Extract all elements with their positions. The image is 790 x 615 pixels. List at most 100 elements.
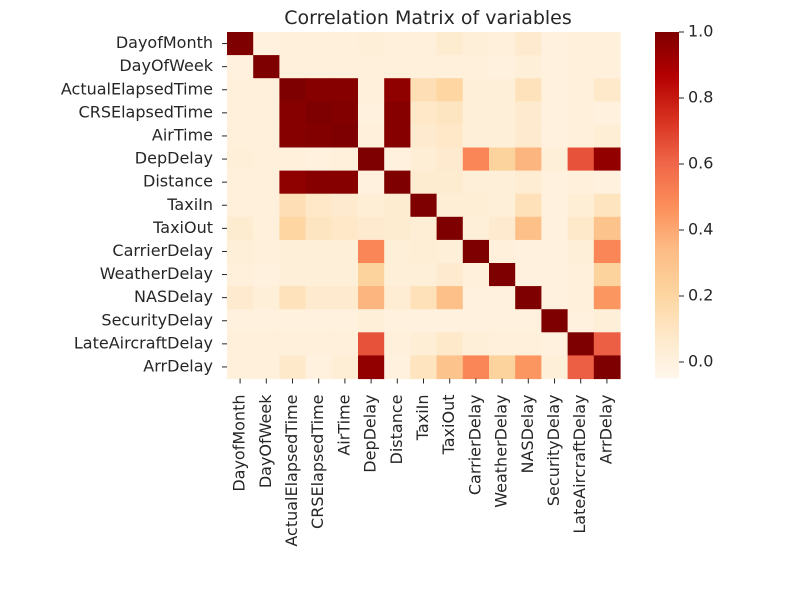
heatmap-cell-TaxiIn-DepDelay [358, 193, 385, 218]
heatmap-cell-NASDelay-DepDelay [358, 286, 385, 310]
heatmap-cell-ActualElapsedTime-DayofMonth [227, 78, 254, 102]
heatmap-cell-DayOfWeek-AirTime [331, 55, 359, 79]
heatmap-cell-ArrDelay-CRSElapsedTime [305, 355, 333, 380]
heatmap-cell-Distance-ArrDelay [593, 170, 621, 195]
heatmap-cell-DayofMonth-SecurityDelay [541, 32, 569, 56]
heatmap-cell-DepDelay-Distance [384, 147, 411, 172]
heatmap-cell-TaxiIn-Distance [384, 193, 411, 218]
y-tick-label: ArrDelay [143, 356, 213, 375]
heatmap-cell-DayOfWeek-DayOfWeek [253, 55, 280, 79]
heatmap-cell-TaxiIn-DayOfWeek [253, 193, 280, 218]
heatmap-cell-TaxiOut-ActualElapsedTime [279, 216, 307, 241]
colorbar-tick-label: 0.8 [688, 88, 713, 107]
heatmap-cell-ArrDelay-DayofMonth [227, 355, 254, 380]
heatmap-cell-TaxiIn-CRSElapsedTime [305, 193, 333, 218]
heatmap-cell-Distance-CRSElapsedTime [305, 170, 333, 195]
y-tick-label: AirTime [152, 125, 213, 144]
heatmap-cell-ArrDelay-ArrDelay [593, 355, 621, 380]
heatmap-cell-WeatherDelay-DepDelay [358, 263, 385, 287]
heatmap-cell-LateAircraftDelay-CRSElapsedTime [305, 332, 333, 356]
heatmap-cell-AirTime-ActualElapsedTime [279, 124, 307, 149]
y-tick-label: ActualElapsedTime [61, 79, 213, 98]
heatmap-cell-ArrDelay-TaxiIn [410, 355, 438, 380]
heatmap-cell-ArrDelay-AirTime [331, 355, 359, 380]
heatmap-cell-CarrierDelay-DayofMonth [227, 239, 254, 264]
x-tick-label: NASDelay [518, 395, 537, 474]
heatmap-cell-NASDelay-ActualElapsedTime [279, 286, 307, 310]
heatmap-cell-Distance-ActualElapsedTime [279, 170, 307, 195]
heatmap-cell-LateAircraftDelay-ArrDelay [593, 332, 621, 356]
y-tick-label: DayOfWeek [119, 56, 213, 75]
x-tick-label: LateAircraftDelay [570, 395, 589, 534]
heatmap-cell-TaxiOut-AirTime [331, 216, 359, 241]
heatmap-cell-ActualElapsedTime-ArrDelay [593, 78, 621, 102]
heatmap-cell-CarrierDelay-Distance [384, 239, 411, 264]
heatmap-cell-WeatherDelay-NASDelay [515, 263, 542, 287]
x-tick-label: DepDelay [361, 395, 380, 473]
heatmap-cell-AirTime-TaxiIn [410, 124, 438, 149]
heatmap-cell-ArrDelay-WeatherDelay [489, 355, 516, 380]
colorbar-ticks: 0.0 0.2 0.4 0.6 0.8 1.0 [679, 22, 713, 371]
heatmap-cell-DepDelay-SecurityDelay [541, 147, 569, 172]
y-tick-label: DepDelay [135, 149, 213, 168]
heatmap-cell-TaxiIn-AirTime [331, 193, 359, 218]
colorbar-gradient [655, 32, 679, 379]
heatmap-cell-NASDelay-ArrDelay [593, 286, 621, 310]
heatmap-cell-TaxiIn-TaxiIn [410, 193, 438, 218]
heatmap-cell-DayofMonth-Distance [384, 32, 411, 56]
heatmap-cells [227, 32, 621, 380]
heatmap-cell-DepDelay-ActualElapsedTime [279, 147, 307, 172]
x-tick-label: ActualElapsedTime [282, 395, 301, 547]
heatmap-cell-SecurityDelay-DepDelay [358, 309, 385, 333]
heatmap-cell-SecurityDelay-NASDelay [515, 309, 542, 333]
heatmap-cell-DayOfWeek-CarrierDelay [462, 55, 490, 79]
heatmap-cell-DayofMonth-NASDelay [515, 32, 542, 56]
heatmap-cell-DayofMonth-ArrDelay [593, 32, 621, 56]
heatmap-cell-ArrDelay-TaxiOut [436, 355, 464, 380]
heatmap-cell-AirTime-NASDelay [515, 124, 542, 149]
heatmap-cell-ActualElapsedTime-TaxiIn [410, 78, 438, 102]
heatmap-cell-CarrierDelay-ArrDelay [593, 239, 621, 264]
heatmap-cell-DepDelay-DayofMonth [227, 147, 254, 172]
heatmap-cell-DayofMonth-CRSElapsedTime [305, 32, 333, 56]
heatmap-cell-TaxiOut-TaxiIn [410, 216, 438, 241]
y-tick-label: Distance [143, 172, 213, 191]
heatmap-cell-NASDelay-NASDelay [515, 286, 542, 310]
heatmap-cell-TaxiOut-DayofMonth [227, 216, 254, 241]
heatmap-cell-CRSElapsedTime-TaxiOut [436, 101, 464, 125]
heatmap-cell-WeatherDelay-ActualElapsedTime [279, 263, 307, 287]
colorbar-tick-label: 0.0 [688, 352, 713, 371]
heatmap-cell-DayofMonth-ActualElapsedTime [279, 32, 307, 56]
heatmap-cell-LateAircraftDelay-DayofMonth [227, 332, 254, 356]
heatmap-cell-SecurityDelay-DayofMonth [227, 309, 254, 333]
heatmap-cell-NASDelay-TaxiIn [410, 286, 438, 310]
x-tick-label: CRSElapsedTime [308, 395, 327, 529]
x-tick-label: Distance [387, 395, 406, 465]
x-tick-label: SecurityDelay [544, 395, 563, 507]
heatmap-cell-NASDelay-SecurityDelay [541, 286, 569, 310]
y-tick-labels: DayofMonth DayOfWeek ActualElapsedTime CRSE… [61, 33, 227, 375]
heatmap-cell-SecurityDelay-AirTime [331, 309, 359, 333]
heatmap-cell-AirTime-LateAircraftDelay [567, 124, 595, 149]
heatmap-cell-DepDelay-TaxiIn [410, 147, 438, 172]
heatmap-cell-TaxiOut-NASDelay [515, 216, 542, 241]
heatmap-cell-SecurityDelay-LateAircraftDelay [567, 309, 595, 333]
colorbar-tick-label: 0.2 [688, 286, 713, 305]
heatmap-cell-DayofMonth-DepDelay [358, 32, 385, 56]
heatmap-cell-LateAircraftDelay-ActualElapsedTime [279, 332, 307, 356]
heatmap-cell-WeatherDelay-CarrierDelay [462, 263, 490, 287]
heatmap-cell-WeatherDelay-AirTime [331, 263, 359, 287]
heatmap-cell-AirTime-WeatherDelay [489, 124, 516, 149]
y-tick-label: CRSElapsedTime [79, 102, 213, 121]
y-tick-label: CarrierDelay [112, 241, 213, 260]
heatmap-cell-NASDelay-Distance [384, 286, 411, 310]
heatmap-cell-LateAircraftDelay-Distance [384, 332, 411, 356]
heatmap-cell-AirTime-CRSElapsedTime [305, 124, 333, 149]
heatmap-cell-DayOfWeek-DepDelay [358, 55, 385, 79]
heatmap-cell-LateAircraftDelay-SecurityDelay [541, 332, 569, 356]
heatmap-cell-CRSElapsedTime-DayofMonth [227, 101, 254, 125]
heatmap-cell-TaxiIn-DayofMonth [227, 193, 254, 218]
heatmap-cell-WeatherDelay-Distance [384, 263, 411, 287]
heatmap-cell-SecurityDelay-WeatherDelay [489, 309, 516, 333]
heatmap-cell-CRSElapsedTime-CarrierDelay [462, 101, 490, 125]
